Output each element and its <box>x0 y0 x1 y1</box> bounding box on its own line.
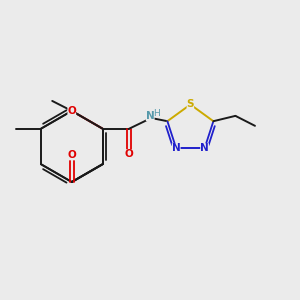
Text: H: H <box>153 109 160 118</box>
Text: N: N <box>146 111 154 121</box>
Text: O: O <box>125 149 134 159</box>
Text: N: N <box>172 143 181 153</box>
Text: O: O <box>68 150 76 160</box>
Text: S: S <box>187 100 194 110</box>
Text: O: O <box>68 106 76 116</box>
Text: N: N <box>200 143 209 153</box>
